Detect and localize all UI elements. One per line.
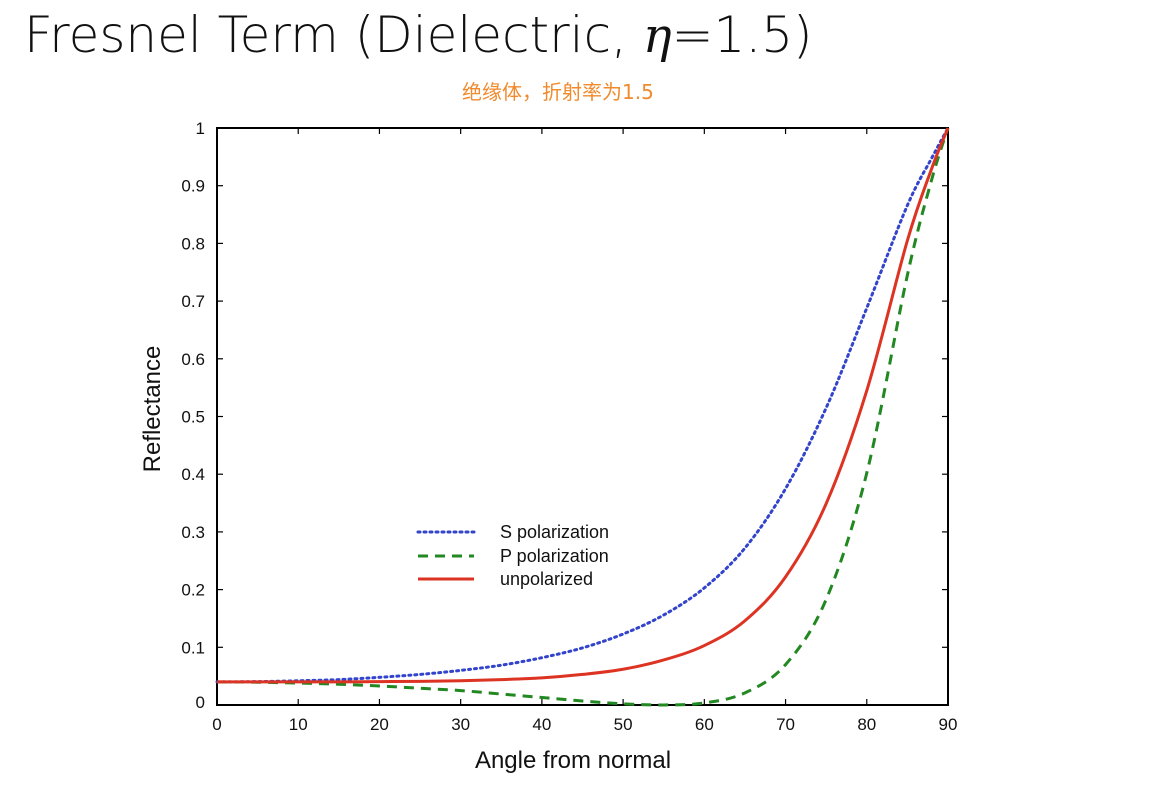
series-lines	[215, 126, 950, 707]
x-tick-label: 80	[857, 715, 876, 734]
title-suffix: =1.5)	[671, 6, 813, 64]
x-tick-label: 70	[776, 715, 795, 734]
y-tick-label: 0.8	[181, 234, 205, 253]
y-tick-label: 0.9	[181, 177, 205, 196]
y-tick-label: 0	[196, 693, 205, 712]
y-tick-label: 0.4	[181, 465, 205, 484]
x-tick-label: 10	[289, 715, 308, 734]
x-axis-title: Angle from normal	[475, 747, 671, 774]
y-tick-label: 0.6	[181, 350, 205, 369]
x-tick-label: 30	[451, 715, 470, 734]
y-tick-label: 0.5	[181, 408, 205, 427]
series-line-unpolarized	[217, 127, 950, 684]
title-prefix: Fresnel Term (Dielectric,	[24, 6, 643, 64]
y-tick-label: 0.3	[181, 523, 205, 542]
series-line-s-polarization	[215, 126, 950, 684]
legend-label: unpolarized	[500, 569, 593, 589]
x-tick-label: 90	[939, 715, 958, 734]
x-tick-label: 60	[695, 715, 714, 734]
chinese-annotation: 绝缘体，折射率为1.5	[462, 80, 654, 104]
x-tick-label: 40	[532, 715, 551, 734]
x-tick-label: 50	[614, 715, 633, 734]
y-axis-title: Reflectance	[139, 346, 166, 473]
title-symbol-eta: η	[642, 8, 672, 64]
tick-labels: 0 10 20 30 40 50 60 70 80 90 0 0.1 0.2 0.3 0.4 0.5 0.6 0.…	[181, 119, 957, 734]
x-tick-label: 0	[212, 715, 221, 734]
legend-label: P polarization	[500, 546, 609, 566]
y-tick-label: 0.1	[181, 638, 205, 657]
plot-area	[216, 127, 949, 706]
tick-marks	[216, 127, 949, 706]
series-line-p-polarization	[216, 127, 950, 707]
y-tick-label: 0.2	[181, 581, 205, 600]
legend-label: S polarization	[500, 522, 609, 542]
y-tick-label: 0.7	[181, 292, 205, 311]
legend: S polarization P polarization unpolarized	[416, 522, 609, 589]
slide-title: Fresnel Term (Dielectric, η=1.5)	[24, 6, 813, 64]
y-tick-label: 1	[196, 119, 205, 138]
x-tick-label: 20	[370, 715, 389, 734]
